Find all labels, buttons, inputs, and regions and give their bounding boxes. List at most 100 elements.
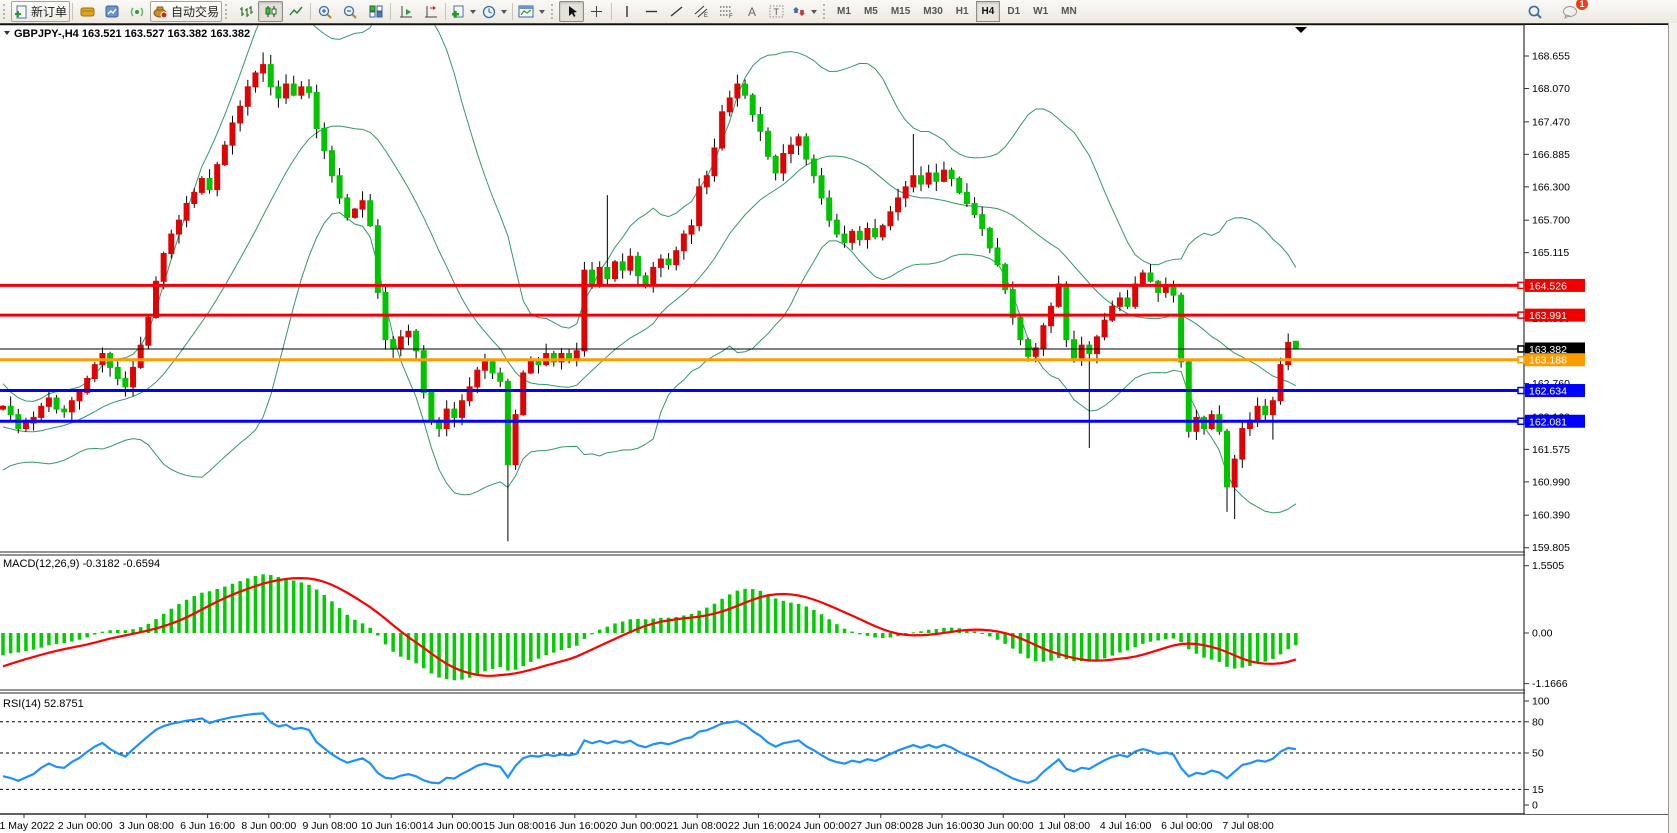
chevron-down-icon [470,9,477,14]
candle-bull [168,233,175,255]
rsi-tick-label: 15 [1532,784,1544,796]
trendline-button[interactable] [664,1,689,22]
candle-bull [940,169,947,182]
rsi-line [2,712,1297,785]
price-tick-label: 165.115 [1532,247,1569,259]
bollinger-lower [2,212,1297,514]
candle-bull [1116,297,1123,307]
fibonacci-button[interactable]: F [714,1,739,22]
candle-bear [313,91,320,130]
chart-shift-icon [424,6,437,18]
arrows-button[interactable] [789,1,820,22]
macd-hist-bar [575,633,579,646]
macd-hist-bar [705,607,709,633]
bar-chart-button[interactable] [233,1,258,22]
vertical-line-button[interactable] [614,1,639,22]
chart-shift-button[interactable] [418,1,443,22]
timeframe-m30[interactable]: M30 [923,6,943,17]
timeframe-h1[interactable]: H1 [955,6,969,17]
zoom-out-button[interactable] [338,1,363,22]
macd-hist-bar [498,633,502,668]
indicators-button[interactable] [515,1,548,22]
history-button[interactable] [100,1,125,22]
toolbar-grip [225,4,231,19]
candle-bull [657,258,664,268]
time-tick-label: 2 Jun 00:00 [58,820,113,832]
macd-hist-bar [911,632,916,634]
candle-bull [902,186,909,199]
candle-bull [1032,347,1039,357]
timeframe-d1[interactable]: D1 [1007,6,1021,17]
candle-bull [612,261,618,280]
candle-bear [497,372,504,382]
candle-bull [76,391,83,402]
bar-chart-icon [239,6,253,17]
timeframe-m15[interactable]: M15 [890,6,911,17]
new-chart-button[interactable] [448,1,479,22]
svg-text:163.991: 163.991 [1529,310,1567,322]
candle-bull [145,316,152,346]
timeframe-w1[interactable]: W1 [1033,6,1049,17]
macd-hist-bar [1225,633,1229,667]
rsi-tick-label: 80 [1532,716,1544,728]
period-button[interactable] [479,1,510,22]
price-tick-label: 166.885 [1532,149,1570,161]
candle-bear [956,178,963,193]
macd-hist-bar [1179,633,1183,643]
candle-bear [206,178,213,191]
cursor-button[interactable] [559,1,585,22]
macd-hist-bar [16,633,21,653]
time-tick-label: 9 Jun 08:00 [303,820,358,832]
price-tick-label: 159.805 [1532,542,1570,554]
chart-canvas: 168.655 168.070 167.470 166.885 166.300 165.7… [0,23,1677,833]
signal-button[interactable] [125,1,150,22]
candle-bear [7,405,14,416]
macd-hist-bar [406,633,411,660]
horizontal-line-button[interactable] [639,1,664,22]
crosshair-icon [591,6,603,17]
macd-hist-bar [781,600,786,633]
macd-signal-line [2,577,1297,677]
new-order-button[interactable]: 新订单 [11,1,71,22]
macd-hist-bar [1240,633,1245,668]
candle-bull [895,197,902,213]
svg-text:162.081: 162.081 [1529,416,1567,428]
candle-bull [849,230,856,243]
zoom-in-icon [318,5,332,19]
macd-hist-bar [169,608,174,633]
gold-box-button[interactable] [75,1,100,22]
equidistant-channel-button[interactable]: E [689,1,714,22]
svg-text:E: E [704,13,708,18]
timeframe-h4[interactable]: H4 [975,1,1001,22]
line-chart-button[interactable] [283,1,308,22]
macd-hist-bar [1003,633,1007,644]
time-tick-label: 28 Jun 16:00 [912,820,973,832]
zoom-in-button[interactable] [313,1,338,22]
tile-windows-button[interactable] [363,1,388,22]
candlestick-chart-button[interactable] [258,1,284,22]
macd-hist-bar [1034,633,1038,662]
auto-scroll-button[interactable] [393,1,418,22]
candle-bull [1093,336,1100,355]
timeframe-m5[interactable]: M5 [863,6,878,17]
candle-bull [229,122,236,146]
timeframe-mn[interactable]: MN [1061,6,1077,17]
text-label-button[interactable]: T [764,1,789,22]
history-icon [105,5,119,18]
macd-hist-bar [299,582,304,633]
search-button[interactable] [1522,1,1547,22]
crosshair-button[interactable] [584,1,609,22]
trendline-icon [670,6,683,17]
time-tick-label: 21 Jun 08:00 [667,820,728,832]
time-tick-label: 8 Jun 00:00 [241,820,296,832]
candle-bull [244,86,251,107]
macd-hist-bar [322,595,327,633]
timeframe-m1[interactable]: M1 [837,6,851,17]
text-button[interactable]: A [739,1,764,22]
notifications-button[interactable]: 1 [1557,0,1588,22]
chart-shift-marker[interactable] [1295,27,1307,33]
autotrade-button[interactable]: 自动交易 [150,1,223,22]
candle-bull [91,364,98,380]
candle-bear [589,269,596,285]
